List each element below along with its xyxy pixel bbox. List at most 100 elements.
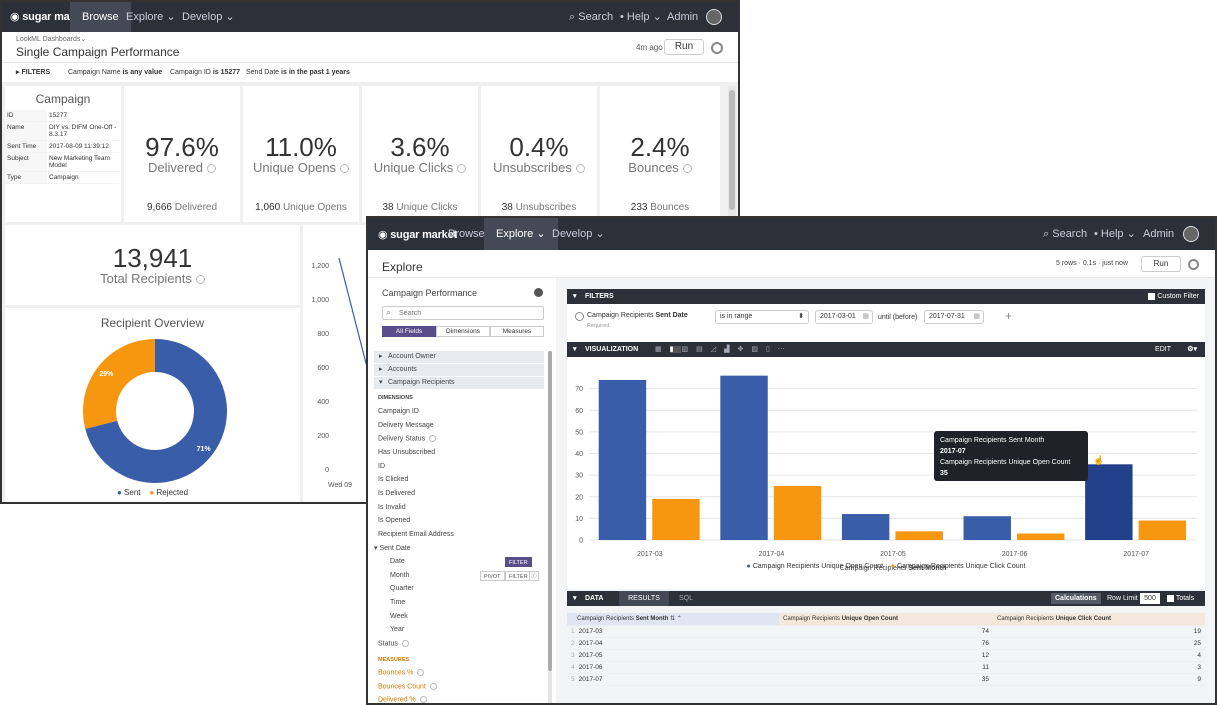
group-accounts[interactable]: ▸ Accounts (374, 364, 544, 376)
field-delivered-pct[interactable]: Delivered % (378, 696, 427, 703)
filter-send-date[interactable]: Send Date is in the past 1 years (246, 69, 350, 76)
help-menu[interactable]: • Help ⌄ (620, 11, 662, 23)
bar[interactable] (1138, 520, 1187, 540)
gear-icon[interactable]: ⚙▾ (1187, 346, 1197, 353)
nav-develop[interactable]: Develop ⌄ (552, 228, 605, 240)
field-has-unsubscribed[interactable]: Has Unsubscribed (378, 449, 436, 456)
filters-toggle[interactable]: ▸ FILTERS (16, 69, 51, 76)
totals-toggle[interactable]: Totals (1167, 591, 1194, 606)
field-sent-date-week[interactable]: Week (390, 613, 408, 620)
info-icon[interactable] (682, 164, 692, 174)
info-icon[interactable] (457, 164, 467, 174)
help-menu[interactable]: • Help ⌄ (1094, 228, 1136, 240)
bar[interactable] (773, 485, 822, 540)
group-account-owner[interactable]: ▸ Account Owner (374, 351, 544, 363)
scrollbar-thumb[interactable] (729, 90, 735, 210)
bar[interactable] (841, 514, 890, 540)
info-icon[interactable] (417, 669, 425, 676)
filter-pill[interactable]: FILTER (505, 571, 532, 581)
group-campaign-recipients[interactable]: ▾ Campaign Recipients (374, 377, 544, 389)
filter-from-input[interactable]: 2017-03-01 ▦ (815, 310, 873, 324)
filter-pill[interactable]: FILTER (505, 557, 532, 567)
field-delivery-message[interactable]: Delivery Message (378, 422, 434, 429)
filter-to-input[interactable]: 2017-07-31 ▦ (924, 310, 984, 324)
collapse-icon[interactable] (534, 288, 543, 297)
info-icon[interactable] (575, 164, 585, 174)
field-sent-date-quarter[interactable]: Quarter (390, 585, 414, 592)
field-search-input[interactable] (382, 306, 544, 320)
field-sent-date-time[interactable]: Time (390, 599, 406, 606)
col-open-count[interactable]: Campaign Recipients Unique Open Count (779, 613, 993, 626)
search-link[interactable]: ⌕ Search (1043, 228, 1088, 240)
visualization-bar[interactable]: ▾ VISUALIZATION ▦▮▧▤◿▟✥▨▯⋯ EDIT ⚙▾ (567, 342, 1205, 357)
tab-results[interactable]: RESULTS (619, 591, 669, 606)
admin-link[interactable]: Admin (667, 11, 699, 23)
nav-browse[interactable]: Browse (70, 2, 131, 32)
nav-explore[interactable]: Explore ⌄ (484, 218, 558, 250)
info-icon[interactable]: ⓘ (529, 571, 539, 581)
field-is-opened[interactable]: Is Opened (378, 517, 411, 524)
row-limit-input[interactable]: 500 (1140, 593, 1160, 604)
sort-icon[interactable]: ⇅ ⌃ (670, 616, 682, 623)
tab-dimensions[interactable]: Dimensions (436, 326, 490, 337)
filter-campaign-id[interactable]: Campaign ID is 15277 (170, 69, 241, 76)
info-icon[interactable] (195, 275, 205, 285)
filter-operator-select[interactable]: is in range ⬍ (715, 310, 809, 324)
bar[interactable] (1085, 464, 1133, 540)
checkbox[interactable] (1167, 594, 1174, 602)
field-bounces-count[interactable]: Bounces Count (378, 683, 437, 690)
info-icon[interactable] (401, 640, 409, 647)
search-link[interactable]: ⌕ Search (569, 11, 614, 23)
col-click-count[interactable]: Campaign Recipients Unique Click Count (993, 613, 1205, 626)
field-sent-date[interactable]: ▾ Sent Date (374, 545, 411, 552)
donut-slice[interactable] (82, 339, 155, 429)
scrollbar-thumb[interactable] (548, 351, 552, 671)
field-is-clicked[interactable]: Is Clicked (378, 476, 409, 483)
info-icon[interactable] (419, 696, 427, 703)
bar[interactable] (963, 516, 1011, 540)
filters-bar[interactable]: ▾ FILTERS Custom Filter (567, 289, 1205, 304)
run-button[interactable]: Run (664, 39, 704, 55)
calculations-button[interactable]: Calculations (1051, 593, 1101, 604)
gear-icon[interactable] (711, 42, 723, 54)
field-is-invalid[interactable]: Is Invalid (378, 504, 406, 511)
tab-sql[interactable]: SQL (679, 595, 694, 602)
admin-link[interactable]: Admin (1143, 228, 1175, 240)
field-id[interactable]: ID (378, 463, 385, 470)
col-sent-month[interactable]: Campaign Recipients Sent Month ⇅ ⌃ (567, 613, 779, 626)
field-campaign-id[interactable]: Campaign ID (378, 408, 419, 415)
bar[interactable] (720, 375, 768, 540)
scrollbar[interactable] (548, 351, 552, 703)
tab-all-fields[interactable]: All Fields (382, 326, 436, 337)
bar[interactable] (598, 379, 647, 540)
breadcrumb[interactable]: LookML Dashboards⌄ (16, 36, 87, 43)
nav-explore[interactable]: Explore ⌄ (126, 11, 176, 23)
calendar-icon[interactable]: ▦ (973, 313, 980, 320)
field-recipient-email[interactable]: Recipient Email Address (378, 531, 454, 538)
info-icon[interactable] (429, 435, 437, 442)
field-sent-date-month[interactable]: Month (390, 572, 410, 579)
field-is-delivered[interactable]: Is Delivered (378, 490, 415, 497)
bar[interactable] (1017, 533, 1065, 540)
field-sent-date-year[interactable]: Year (390, 626, 405, 633)
info-icon[interactable] (206, 164, 216, 174)
calendar-icon[interactable]: ▦ (862, 313, 869, 320)
filter-campaign-name[interactable]: Campaign Name is any value (68, 69, 163, 76)
field-bounces-pct[interactable]: Bounces % (378, 669, 425, 676)
field-sent-date-date[interactable]: Date (390, 558, 405, 565)
data-bar[interactable]: ▾ DATA RESULTS SQL Calculations Row Limit… (567, 591, 1205, 606)
run-button[interactable]: Run (1141, 256, 1181, 272)
avatar-icon[interactable] (1183, 226, 1199, 242)
custom-filter-toggle[interactable]: Custom Filter (1148, 289, 1199, 304)
info-icon[interactable] (429, 683, 437, 690)
pivot-pill[interactable]: PIVOT (480, 571, 505, 581)
info-icon[interactable] (340, 164, 350, 174)
checkbox[interactable] (1148, 292, 1156, 300)
viz-type-icons[interactable]: ▦▮▧▤◿▟✥▨▯⋯ (655, 346, 793, 353)
add-filter-icon[interactable]: + (1005, 309, 1013, 323)
donut-slice[interactable] (85, 339, 227, 483)
bar[interactable] (895, 531, 943, 540)
gear-icon[interactable] (1188, 259, 1199, 270)
field-delivery-status[interactable]: Delivery Status (378, 435, 437, 442)
nav-browse[interactable]: Browse (448, 228, 485, 240)
